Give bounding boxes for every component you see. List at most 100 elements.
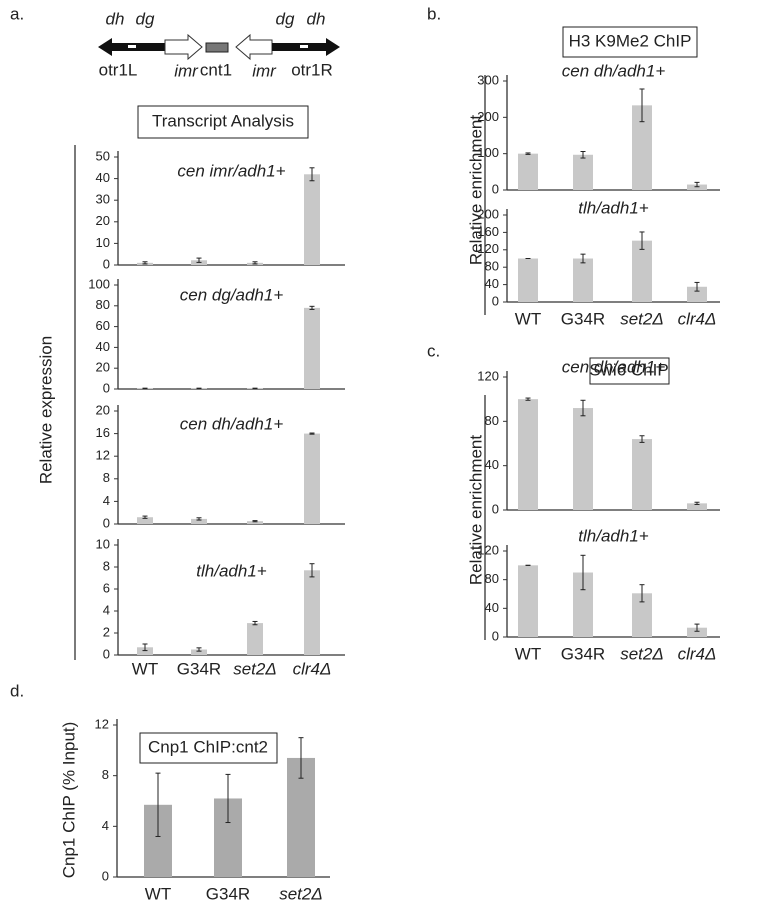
y-tick-label: 20	[96, 402, 110, 417]
y-tick-label: 200	[477, 109, 499, 124]
y-tick-label: 0	[103, 380, 110, 395]
diagram-label: imr	[252, 61, 277, 80]
bar	[573, 154, 593, 190]
bar	[304, 174, 320, 265]
y-tick-label: 120	[477, 241, 499, 256]
y-tick-label: 80	[485, 571, 499, 586]
chart-title: cen dg/adh1+	[180, 285, 284, 304]
y-tick-label: 200	[477, 206, 499, 221]
bar	[687, 503, 707, 510]
error-bar	[639, 88, 645, 123]
chart-title: tlh/adh1+	[578, 198, 648, 217]
bar	[632, 240, 652, 302]
error-bar	[225, 773, 231, 824]
y-tick-label: 8	[103, 470, 110, 485]
title-box	[137, 105, 309, 139]
y-tick-label: 80	[485, 413, 499, 428]
y-tick-label: 0	[103, 646, 110, 661]
y-tick-label: 160	[477, 224, 499, 239]
error-bar	[309, 305, 315, 310]
y-tick-label: 20	[96, 213, 110, 228]
panel-title: Transcript Analysis	[152, 111, 294, 130]
error-bar	[252, 520, 258, 523]
diagram-label: otr1L	[99, 60, 138, 79]
y-tick-label: 30	[96, 192, 110, 207]
bar	[304, 433, 320, 524]
y-tick-label: 4	[103, 493, 110, 508]
y-tick-label: 0	[103, 515, 110, 530]
chart-title: cen dh/adh1+	[562, 61, 666, 80]
title-box	[562, 26, 698, 58]
error-bar	[196, 387, 202, 390]
x-tick-label: set2Δ	[233, 659, 277, 678]
x-tick-label: WT	[515, 309, 541, 328]
y-tick-label: 16	[96, 425, 110, 440]
error-bar	[580, 150, 586, 159]
diagram-label: dh	[307, 9, 326, 28]
error-bar	[694, 181, 700, 188]
y-tick-label: 40	[485, 276, 499, 291]
x-tick-label: WT	[132, 659, 158, 678]
y-tick-label: 40	[96, 339, 110, 354]
error-bar	[694, 501, 700, 505]
error-bar	[639, 435, 645, 443]
y-axis-label: Relative expression	[36, 336, 55, 484]
y-tick-label: 4	[102, 818, 109, 833]
panel-label: d.	[10, 681, 24, 700]
chart-title: tlh/adh1+	[578, 526, 648, 545]
chart-title: cen dh/adh1+	[180, 414, 284, 433]
x-tick-label: set2Δ	[620, 309, 664, 328]
y-tick-label: 6	[103, 580, 110, 595]
diagram-label: dg	[136, 9, 155, 28]
panel-title: Cnp1 ChIP:cnt2	[148, 737, 268, 756]
y-tick-label: 120	[477, 542, 499, 557]
bar	[573, 572, 593, 637]
diagram-label: imr	[174, 61, 199, 80]
y-tick-label: 120	[477, 368, 499, 383]
bar	[518, 153, 538, 190]
error-bar	[142, 261, 148, 265]
diagram-label: dg	[276, 9, 295, 28]
y-tick-label: 0	[103, 256, 110, 271]
x-tick-label: set2Δ	[279, 884, 323, 903]
y-tick-label: 12	[96, 448, 110, 463]
error-bar	[142, 643, 148, 652]
bar	[632, 105, 652, 190]
error-bar	[639, 231, 645, 250]
x-tick-label: clr4Δ	[678, 644, 717, 663]
y-axis-label: Relative enrichment	[466, 435, 485, 586]
x-tick-label: WT	[145, 884, 171, 903]
error-bar	[580, 253, 586, 264]
error-bar	[196, 647, 202, 652]
error-bar	[525, 152, 531, 155]
bar	[137, 517, 153, 524]
diagram-label: otr1R	[291, 60, 333, 79]
diagram	[98, 33, 340, 61]
panel-label: b.	[427, 4, 441, 23]
bar	[687, 286, 707, 302]
bar	[518, 258, 538, 302]
diagram-label: cnt1	[200, 60, 232, 79]
bar	[573, 258, 593, 302]
y-tick-label: 20	[96, 360, 110, 375]
error-bar	[694, 623, 700, 632]
bar	[687, 627, 707, 637]
y-tick-label: 100	[88, 276, 110, 291]
x-tick-label: G34R	[561, 644, 605, 663]
error-bar	[196, 517, 202, 521]
bar	[137, 647, 153, 655]
title-box	[139, 732, 278, 764]
panel-label: c.	[427, 341, 440, 360]
error-bar	[309, 167, 315, 182]
chart-title: cen imr/adh1+	[177, 161, 285, 180]
y-tick-label: 4	[103, 602, 110, 617]
y-tick-label: 0	[492, 181, 499, 196]
y-tick-label: 80	[485, 259, 499, 274]
error-bar	[142, 515, 148, 519]
bar	[518, 399, 538, 510]
panel-label: a.	[10, 4, 24, 23]
y-tick-label: 10	[96, 235, 110, 250]
x-tick-label: WT	[515, 644, 541, 663]
bar	[191, 649, 207, 655]
y-tick-label: 0	[102, 868, 109, 883]
